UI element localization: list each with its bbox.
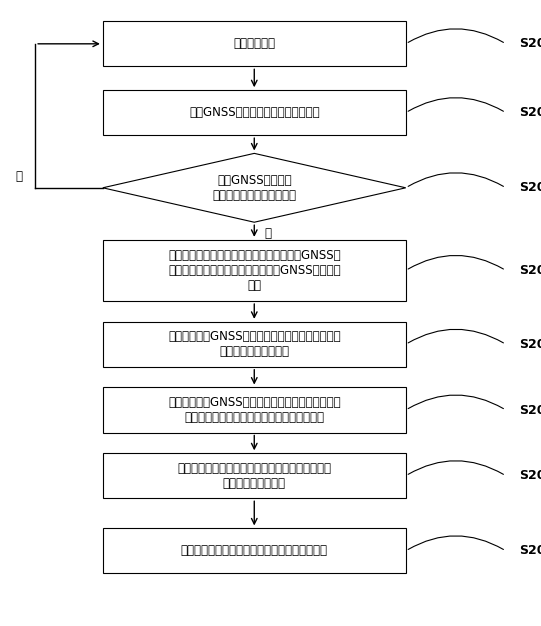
Text: S208: S208 — [519, 545, 541, 557]
Text: 根据补偿后的GNSS原始测量速度、轮速计速度以及
预先标定的轮速计的标度因数，确定测量误差: 根据补偿后的GNSS原始测量速度、轮速计速度以及 预先标定的轮速计的标度因数，确… — [168, 396, 341, 424]
FancyBboxPatch shape — [103, 90, 406, 135]
Text: S201: S201 — [519, 38, 541, 50]
FancyBboxPatch shape — [103, 322, 406, 367]
FancyBboxPatch shape — [103, 528, 406, 573]
Text: S206: S206 — [519, 404, 541, 416]
Text: 获取配置参数: 获取配置参数 — [233, 38, 275, 50]
Text: 是: 是 — [265, 227, 271, 240]
FancyBboxPatch shape — [103, 240, 406, 301]
Text: S202: S202 — [519, 106, 541, 119]
Text: 否: 否 — [16, 170, 22, 183]
Text: S203: S203 — [519, 182, 541, 194]
Text: 判断GNSS原始测量
速度和轮速计速度是否有效: 判断GNSS原始测量 速度和轮速计速度是否有效 — [212, 174, 296, 202]
FancyBboxPatch shape — [103, 387, 406, 433]
Text: 根据测量误差以及轮速计动态标度因数，确定实际
轮速计动态标度因数: 根据测量误差以及轮速计动态标度因数，确定实际 轮速计动态标度因数 — [177, 462, 331, 490]
FancyBboxPatch shape — [103, 453, 406, 498]
Text: 读取GNSS原始测量速度和轮速计速度: 读取GNSS原始测量速度和轮速计速度 — [189, 106, 320, 119]
Text: S205: S205 — [519, 338, 541, 351]
Polygon shape — [103, 153, 406, 222]
Text: S207: S207 — [519, 470, 541, 482]
Text: S204: S204 — [519, 264, 541, 277]
Text: 根据设备安装几何关系和车辆角运动信息对GNSS原
始测量速度进行修正，得到补偿后的GNSS原始测量
速度: 根据设备安装几何关系和车辆角运动信息对GNSS原 始测量速度进行修正，得到补偿后… — [168, 249, 341, 292]
FancyBboxPatch shape — [103, 21, 406, 66]
Text: 根据补偿后的GNSS原始测量速度和轮速计速度，确
定轮速计动态标度因数: 根据补偿后的GNSS原始测量速度和轮速计速度，确 定轮速计动态标度因数 — [168, 331, 341, 358]
Text: 根据实际轮速计动态标度因数，修正轮速计速度: 根据实际轮速计动态标度因数，修正轮速计速度 — [181, 545, 328, 557]
